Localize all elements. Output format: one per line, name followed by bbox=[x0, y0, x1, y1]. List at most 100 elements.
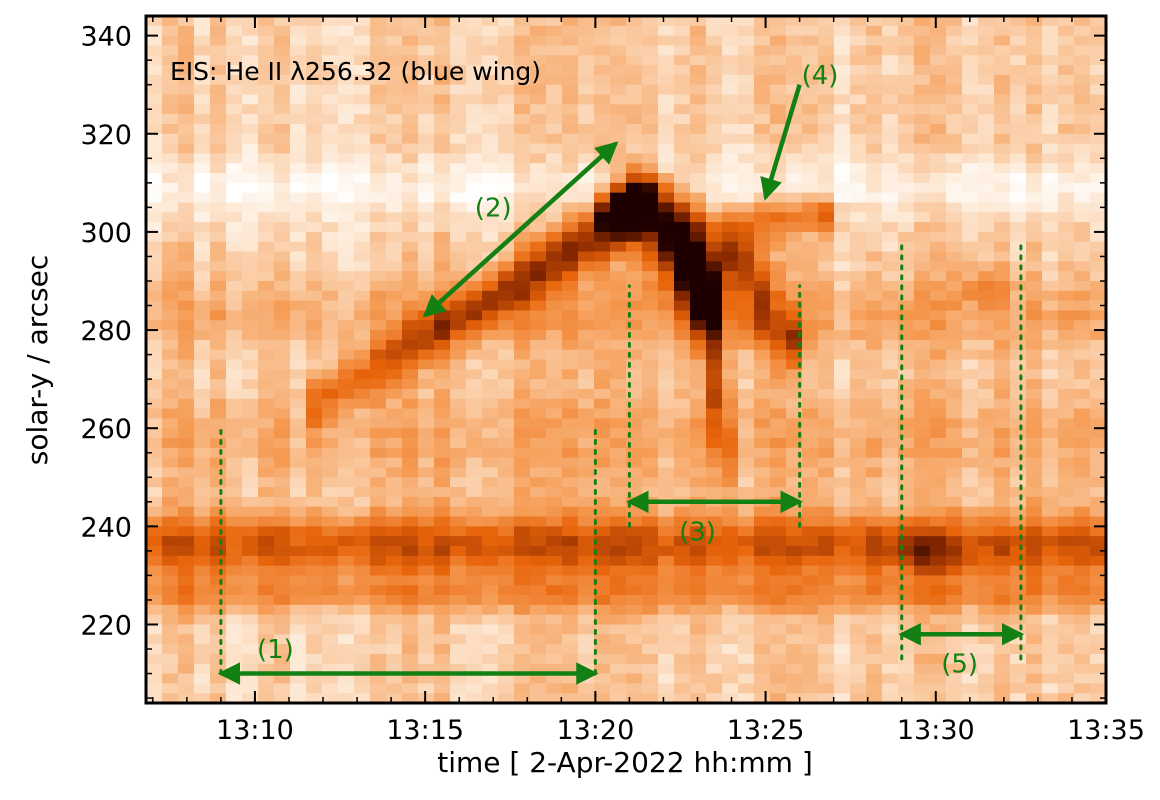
heatmap-cell bbox=[482, 467, 499, 478]
heatmap-cell bbox=[274, 349, 291, 361]
heatmap-cell bbox=[642, 585, 659, 596]
heatmap-cell bbox=[738, 644, 755, 655]
heatmap-cell bbox=[754, 300, 771, 312]
heatmap-cell bbox=[866, 545, 883, 557]
heatmap-cell bbox=[978, 447, 995, 459]
heatmap-cell bbox=[162, 457, 179, 469]
heatmap-cell bbox=[242, 94, 259, 105]
heatmap-cell bbox=[626, 163, 643, 174]
heatmap-cell bbox=[754, 339, 771, 351]
heatmap-cell bbox=[818, 261, 835, 272]
heatmap-cell bbox=[450, 251, 467, 262]
heatmap-cell bbox=[226, 555, 243, 567]
heatmap-cell bbox=[1090, 65, 1107, 76]
heatmap-cell bbox=[322, 457, 339, 469]
heatmap-cell bbox=[562, 634, 579, 645]
heatmap-cell bbox=[306, 634, 323, 645]
heatmap-cell bbox=[1090, 545, 1107, 557]
heatmap-cell bbox=[1010, 192, 1027, 204]
heatmap-cell bbox=[1058, 114, 1075, 125]
heatmap-cell bbox=[306, 693, 323, 704]
heatmap-cell bbox=[546, 506, 563, 518]
heatmap-cell bbox=[402, 487, 419, 498]
heatmap-cell bbox=[898, 349, 915, 361]
heatmap-cell bbox=[722, 595, 739, 606]
heatmap-cell bbox=[466, 438, 483, 449]
heatmap-cell bbox=[370, 683, 387, 694]
heatmap-cell bbox=[562, 565, 579, 577]
heatmap-cell bbox=[978, 516, 995, 527]
heatmap-cell bbox=[434, 74, 451, 86]
heatmap-cell bbox=[1042, 388, 1059, 400]
heatmap-cell bbox=[1090, 438, 1107, 449]
heatmap-cell bbox=[898, 379, 915, 390]
heatmap-cell bbox=[1042, 123, 1059, 135]
heatmap-cell bbox=[770, 555, 787, 567]
heatmap-cell bbox=[514, 25, 531, 37]
heatmap-cell bbox=[882, 545, 899, 557]
heatmap-cell bbox=[930, 241, 947, 253]
heatmap-cell bbox=[946, 330, 963, 341]
heatmap-cell bbox=[722, 104, 739, 115]
heatmap-cell bbox=[354, 555, 371, 567]
heatmap-cell bbox=[962, 585, 979, 596]
heatmap-cell bbox=[818, 673, 835, 684]
heatmap-cell bbox=[1010, 123, 1027, 135]
heatmap-cell bbox=[258, 290, 275, 302]
heatmap-cell bbox=[530, 467, 547, 478]
heatmap-cell bbox=[930, 653, 947, 665]
heatmap-cell bbox=[594, 644, 611, 655]
heatmap-cell bbox=[914, 565, 931, 577]
heatmap-cell bbox=[866, 418, 883, 429]
heatmap-cell bbox=[882, 320, 899, 331]
heatmap-cell bbox=[818, 25, 835, 37]
heatmap-cell bbox=[594, 84, 611, 96]
heatmap-cell bbox=[450, 408, 467, 419]
heatmap-cell bbox=[1042, 457, 1059, 469]
heatmap-cell bbox=[658, 261, 675, 272]
heatmap-cell bbox=[898, 222, 915, 233]
heatmap-cell bbox=[482, 526, 499, 537]
heatmap-cell bbox=[674, 545, 691, 557]
heatmap-cell bbox=[178, 349, 195, 361]
heatmap-cell bbox=[386, 644, 403, 655]
heatmap-cell bbox=[578, 477, 595, 488]
heatmap-cell bbox=[914, 477, 931, 488]
heatmap-cell bbox=[866, 447, 883, 459]
heatmap-cell bbox=[418, 114, 435, 125]
heatmap-cell bbox=[1010, 143, 1027, 154]
heatmap-cell bbox=[146, 595, 163, 606]
heatmap-cell bbox=[546, 114, 563, 125]
heatmap-cell bbox=[818, 653, 835, 665]
heatmap-cell bbox=[530, 55, 547, 66]
heatmap-cell bbox=[514, 369, 531, 380]
heatmap-cell bbox=[1058, 624, 1075, 635]
heatmap-cell bbox=[1026, 516, 1043, 527]
heatmap-cell bbox=[866, 182, 883, 194]
heatmap-cell bbox=[210, 231, 227, 243]
heatmap-cell bbox=[354, 614, 371, 626]
heatmap-cell bbox=[226, 55, 243, 66]
heatmap-cell bbox=[866, 536, 883, 547]
heatmap-cell bbox=[514, 280, 531, 292]
heatmap-cell bbox=[178, 565, 195, 577]
heatmap-cell bbox=[786, 477, 803, 488]
heatmap-cell bbox=[546, 25, 563, 37]
heatmap-cell bbox=[434, 398, 451, 410]
heatmap-cell bbox=[162, 663, 179, 675]
heatmap-cell bbox=[994, 104, 1011, 115]
heatmap-cell bbox=[162, 104, 179, 115]
heatmap-cell bbox=[226, 438, 243, 449]
heatmap-cell bbox=[402, 25, 419, 37]
heatmap-cell bbox=[146, 25, 163, 37]
heatmap-cell bbox=[866, 173, 883, 184]
heatmap-cell bbox=[322, 624, 339, 635]
heatmap-cell bbox=[418, 477, 435, 488]
heatmap-cell bbox=[482, 496, 499, 508]
heatmap-cell bbox=[562, 65, 579, 76]
heatmap-cell bbox=[258, 506, 275, 518]
heatmap-cell bbox=[754, 222, 771, 233]
heatmap-cell bbox=[226, 398, 243, 410]
heatmap-cell bbox=[754, 104, 771, 115]
heatmap-cell bbox=[514, 653, 531, 665]
